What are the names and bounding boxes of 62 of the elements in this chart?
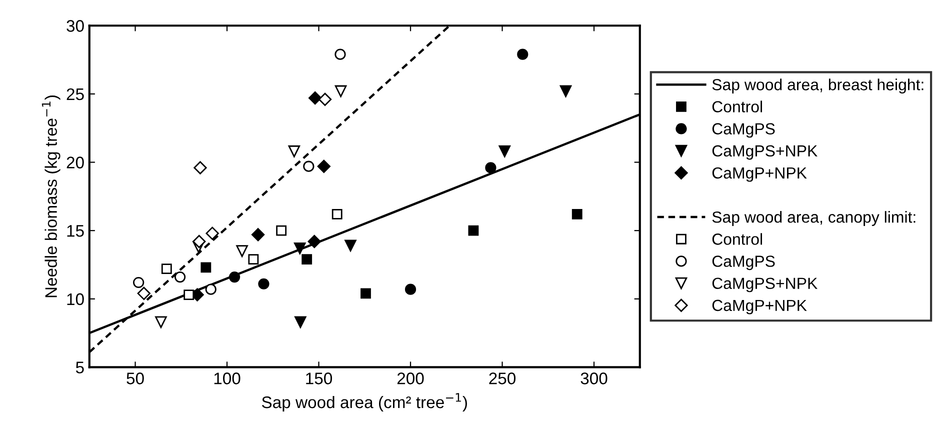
- legend-label: CaMgP+NPK: [712, 167, 807, 182]
- legend-label: CaMgPS+NPK: [712, 278, 818, 292]
- x-tick-label: 50: [126, 372, 144, 384]
- point: [200, 262, 212, 273]
- y-tick-label: 20: [66, 156, 84, 168]
- point: [485, 162, 496, 174]
- point: [155, 316, 167, 328]
- point: [302, 254, 312, 264]
- legend-label: CaMgPS: [712, 256, 775, 270]
- y-tick-label: 15: [67, 225, 84, 237]
- point: [206, 226, 219, 240]
- point: [133, 276, 144, 288]
- y-tick-label: 25: [66, 88, 84, 100]
- point: [404, 284, 416, 295]
- legend-label: Sap wood area, canopy limit:: [712, 211, 916, 226]
- y-tick-label: 30: [66, 20, 84, 32]
- point: [303, 160, 314, 172]
- x-tick-label: 150: [306, 372, 332, 384]
- x-tick-label: 250: [489, 372, 516, 384]
- legend-label: Control: [712, 233, 762, 245]
- x-tick-label: 100: [214, 372, 240, 384]
- point: [248, 254, 259, 264]
- point: [498, 145, 511, 158]
- point: [360, 288, 371, 299]
- point: [572, 208, 582, 220]
- legend-label: Control: [712, 100, 762, 112]
- x-tick-label: 200: [397, 372, 424, 384]
- point: [334, 85, 347, 98]
- legend-label: CaMgP+NPK: [712, 300, 807, 314]
- point: [288, 145, 300, 158]
- point: [294, 242, 306, 254]
- point: [258, 278, 270, 290]
- point: [192, 234, 206, 248]
- point: [332, 208, 342, 220]
- point: [194, 161, 207, 174]
- y-axis-title: Needle biomass (kg tree$^{−1}$): [42, 96, 60, 298]
- point: [205, 284, 216, 295]
- point: [276, 225, 287, 236]
- point: [468, 225, 479, 236]
- point: [236, 245, 248, 257]
- point: [517, 48, 528, 60]
- point: [560, 85, 572, 98]
- point: [308, 91, 322, 105]
- point: [308, 234, 321, 248]
- point: [318, 92, 332, 106]
- y-tick-label: 5: [76, 362, 84, 374]
- legend-label: Sap wood area, breast height:: [712, 78, 924, 94]
- point: [137, 286, 150, 300]
- x-tick-label: 300: [580, 372, 608, 384]
- point: [317, 160, 330, 173]
- point: [294, 316, 306, 328]
- legend-label: CaMgPS+NPK: [712, 145, 818, 160]
- point: [344, 240, 356, 252]
- y-tick-label: 10: [67, 293, 84, 306]
- legend-label: CaMgPS: [712, 123, 775, 138]
- point: [184, 290, 194, 300]
- x-axis-title: Sap wood area (cm² tree$^{−1}$): [262, 393, 467, 412]
- point: [161, 264, 172, 274]
- point: [228, 271, 240, 283]
- point: [334, 48, 346, 60]
- point: [251, 228, 265, 242]
- point: [174, 271, 186, 283]
